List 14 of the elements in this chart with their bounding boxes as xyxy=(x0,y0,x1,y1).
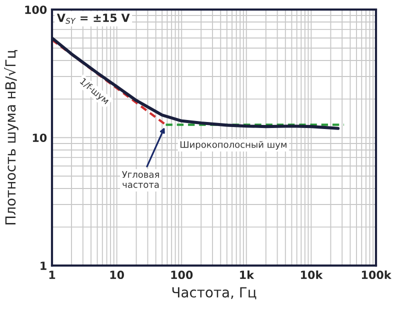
annotation: Широкополосный шум xyxy=(180,140,286,150)
x-tick-label: 100k xyxy=(362,270,392,280)
annotation: V$_{SY}$ = ±15 V xyxy=(56,14,130,24)
x-tick-label: 1k xyxy=(240,270,254,279)
x-tick-label: 1 xyxy=(49,270,56,279)
y-axis-title: Плотность шума нВ/√Гц xyxy=(4,50,18,224)
y-tick-label: 100 xyxy=(25,6,47,14)
annotation: Угловая частота xyxy=(122,171,159,188)
x-tick-label: 100 xyxy=(171,270,193,280)
x-tick-label: 10k xyxy=(301,270,323,280)
y-tick-label: 10 xyxy=(32,134,47,142)
x-tick-label: 10 xyxy=(110,270,124,280)
x-axis-title: Частота, Гц xyxy=(172,287,256,300)
y-tick-label: 1 xyxy=(40,262,46,270)
